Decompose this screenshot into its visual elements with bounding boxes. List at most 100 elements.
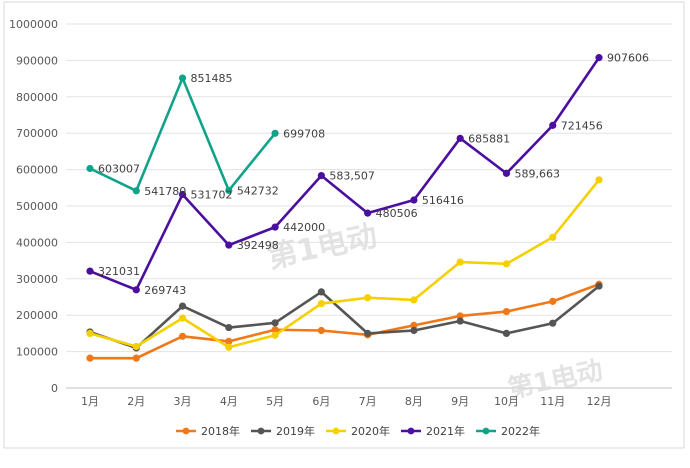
legend-swatch-marker [182, 427, 190, 435]
x-tick-label: 9月 [451, 395, 469, 408]
data-point [595, 54, 603, 62]
data-point [410, 296, 418, 304]
x-axis: 1月 2月 3月 4月 5月 6月 7月 8月 9月 10月 11月 12月 [81, 395, 612, 408]
data-point [225, 343, 233, 351]
data-point [86, 329, 94, 337]
x-tick-label: 5月 [266, 395, 284, 408]
data-label: 531702 [191, 188, 233, 201]
data-point [317, 172, 325, 180]
data-point [317, 326, 325, 335]
data-point [225, 186, 233, 195]
legend-label: 2019年 [276, 424, 315, 438]
data-point [225, 323, 233, 332]
x-tick-label: 11月 [540, 395, 565, 408]
data-point [549, 121, 557, 129]
data-point [132, 286, 140, 294]
x-tick-label: 6月 [312, 395, 330, 408]
data-point [549, 297, 557, 305]
data-point [502, 329, 511, 337]
data-point [178, 302, 187, 310]
x-tick-label: 3月 [174, 395, 192, 408]
data-point [132, 342, 140, 351]
data-label: 392498 [237, 239, 279, 252]
x-tick-label: 2月 [127, 395, 145, 408]
data-point [364, 209, 372, 217]
data-point [364, 329, 372, 337]
data-label: 721456 [561, 119, 603, 132]
data-label: 542732 [237, 184, 279, 197]
data-point [502, 307, 511, 316]
data-point [271, 319, 279, 327]
data-point [225, 241, 233, 249]
legend-swatch-marker [332, 427, 340, 435]
data-label: 269743 [144, 284, 186, 297]
data-point [595, 176, 603, 184]
y-tick-label: 400000 [16, 236, 58, 249]
data-label: 851485 [191, 72, 233, 85]
data-label: 516416 [422, 194, 464, 207]
data-point [456, 134, 464, 142]
y-tick-label: 300000 [16, 273, 58, 286]
y-tick-label: 600000 [16, 164, 58, 177]
y-axis: 0 100000 200000 300000 400000 500000 600000 700… [9, 18, 58, 395]
y-tick-label: 800000 [16, 91, 58, 104]
legend: 2018年 2019年 2020年 2021年 2022年 [176, 424, 540, 438]
data-point [502, 260, 511, 268]
data-point [410, 326, 418, 335]
legend-label: 2022年 [501, 424, 540, 438]
x-tick-label: 8月 [405, 395, 423, 408]
gridlines [66, 23, 672, 389]
data-point [86, 267, 94, 275]
y-tick-label: 200000 [16, 309, 58, 322]
data-label: 321031 [98, 265, 140, 278]
data-point [132, 354, 140, 362]
data-point [86, 354, 94, 362]
data-point [410, 321, 418, 329]
data-point [502, 169, 511, 177]
data-point [225, 337, 233, 346]
data-point [178, 190, 187, 199]
legend-swatch-marker [257, 427, 265, 435]
data-point [86, 164, 94, 173]
data-labels: 321031 269743 531702 392498 442000 583,507 480… [98, 52, 649, 297]
data-point [410, 196, 418, 204]
data-point [456, 312, 464, 320]
y-tick-label: 100000 [16, 346, 58, 359]
data-point [178, 314, 187, 322]
plot-border [3, 1, 685, 449]
series-line [89, 178, 601, 349]
legend-swatch-marker [482, 427, 490, 435]
data-label: 907606 [607, 52, 649, 65]
y-tick-label: 1000000 [9, 18, 58, 31]
data-point [549, 233, 557, 241]
data-point [364, 294, 372, 302]
data-point [178, 332, 187, 340]
x-tick-label: 12月 [587, 395, 612, 408]
x-tick-label: 4月 [220, 395, 238, 408]
series-line [90, 283, 600, 360]
data-point [317, 288, 325, 296]
data-label: 442000 [283, 221, 325, 234]
x-tick-label: 10月 [494, 395, 519, 408]
data-point [271, 331, 279, 339]
data-point [456, 317, 464, 325]
data-label: 699708 [283, 127, 325, 140]
data-point [178, 74, 187, 82]
data-point [549, 319, 557, 327]
data-point [271, 129, 279, 137]
data-point [271, 326, 279, 334]
series-line [89, 285, 600, 350]
data-label: 589,663 [514, 167, 560, 180]
data-point [317, 299, 325, 308]
data-point [456, 258, 464, 266]
data-label: 480506 [376, 207, 418, 220]
data-label: 685881 [468, 132, 510, 145]
x-tick-label: 7月 [359, 395, 377, 408]
y-tick-label: 900000 [16, 54, 58, 67]
data-label: 603007 [98, 163, 140, 176]
legend-swatch-marker [407, 427, 415, 435]
y-tick-label: 0 [51, 382, 58, 395]
series-group [86, 54, 603, 362]
